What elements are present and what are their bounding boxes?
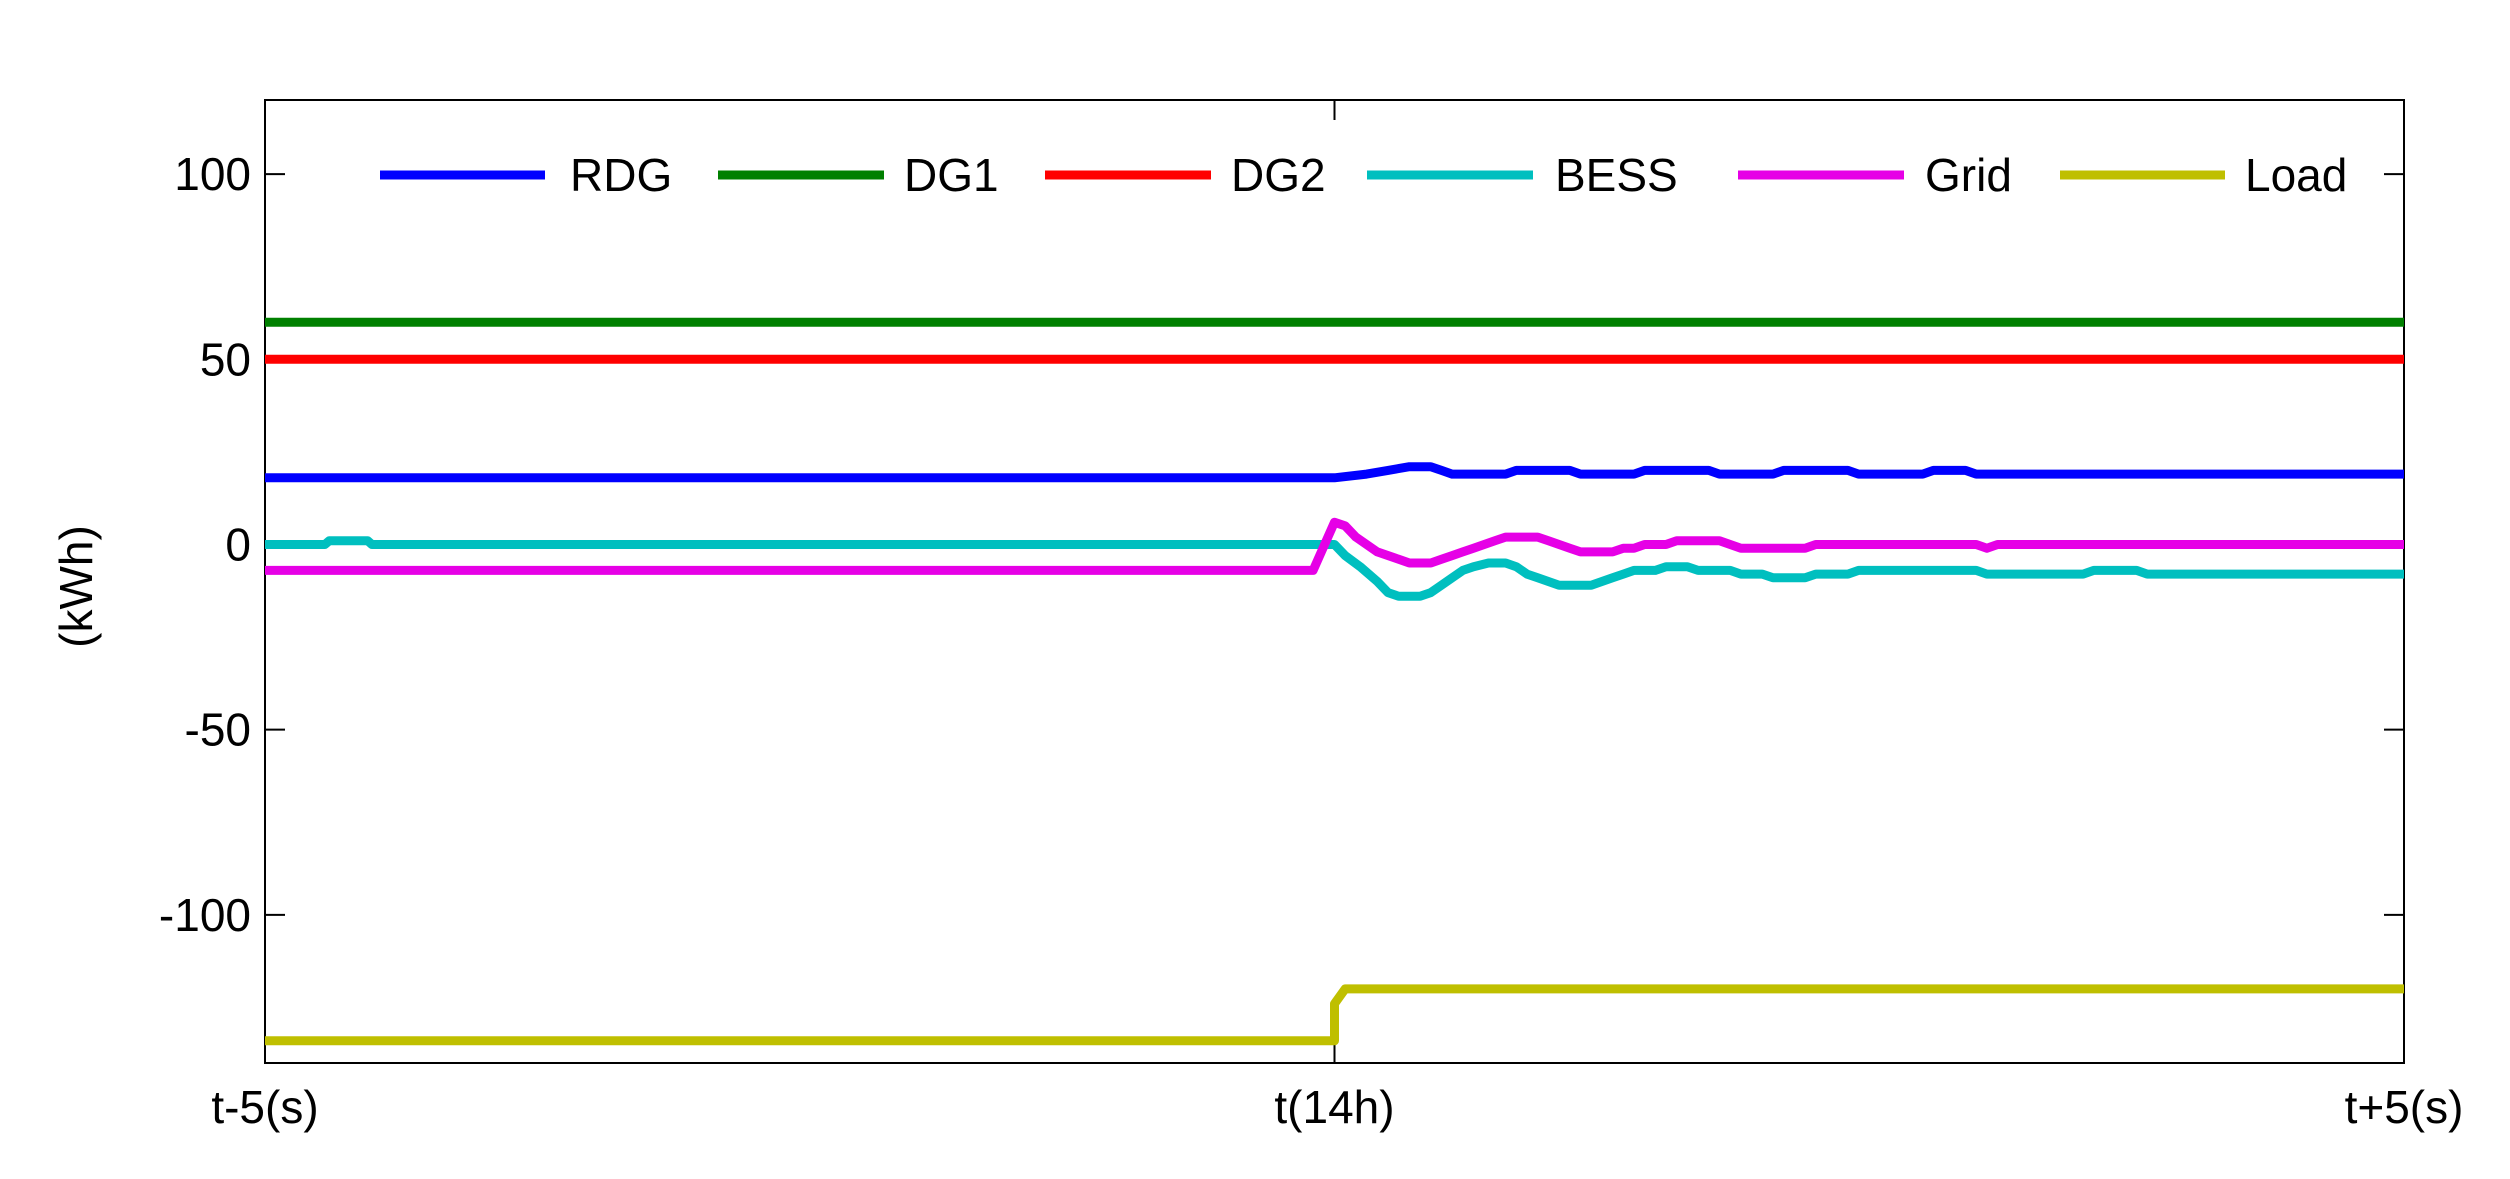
x-tick-label: t-5(s) — [211, 1081, 318, 1133]
legend-label-rdg: RDG — [570, 149, 672, 201]
plot-area — [264, 99, 2405, 1064]
legend-label-dg1: DG1 — [904, 149, 999, 201]
y-tick-label: 100 — [174, 148, 251, 200]
series-line-load — [265, 984, 2404, 1046]
legend-label-bess: BESS — [1555, 149, 1678, 201]
legend: RDG DG1 DG2 BESS Grid Load — [380, 149, 2347, 201]
y-tick-label: 50 — [200, 333, 251, 385]
axis-tick-labels: 100 50 0 -50 -100 t-5(s) t(14h) t+5(s) — [159, 148, 2464, 1133]
series-line-rdg — [265, 462, 2404, 483]
series-line-bess — [265, 536, 2404, 601]
legend-label-dg2: DG2 — [1231, 149, 1326, 201]
y-tick-label: -100 — [159, 889, 251, 941]
axes-box — [264, 99, 2405, 1064]
y-axis-label: (kWh) — [50, 525, 102, 648]
x-tick-label: t+5(s) — [2345, 1081, 2464, 1133]
y-tick-label: 0 — [225, 518, 251, 570]
legend-label-load: Load — [2245, 149, 2347, 201]
series-lines — [265, 317, 2404, 1046]
legend-label-grid: Grid — [1925, 149, 2012, 201]
series-line-grid — [265, 517, 2404, 575]
x-tick-label: t(14h) — [1274, 1081, 1394, 1133]
axis-ticks — [264, 100, 2405, 1063]
y-tick-label: -50 — [185, 704, 251, 756]
